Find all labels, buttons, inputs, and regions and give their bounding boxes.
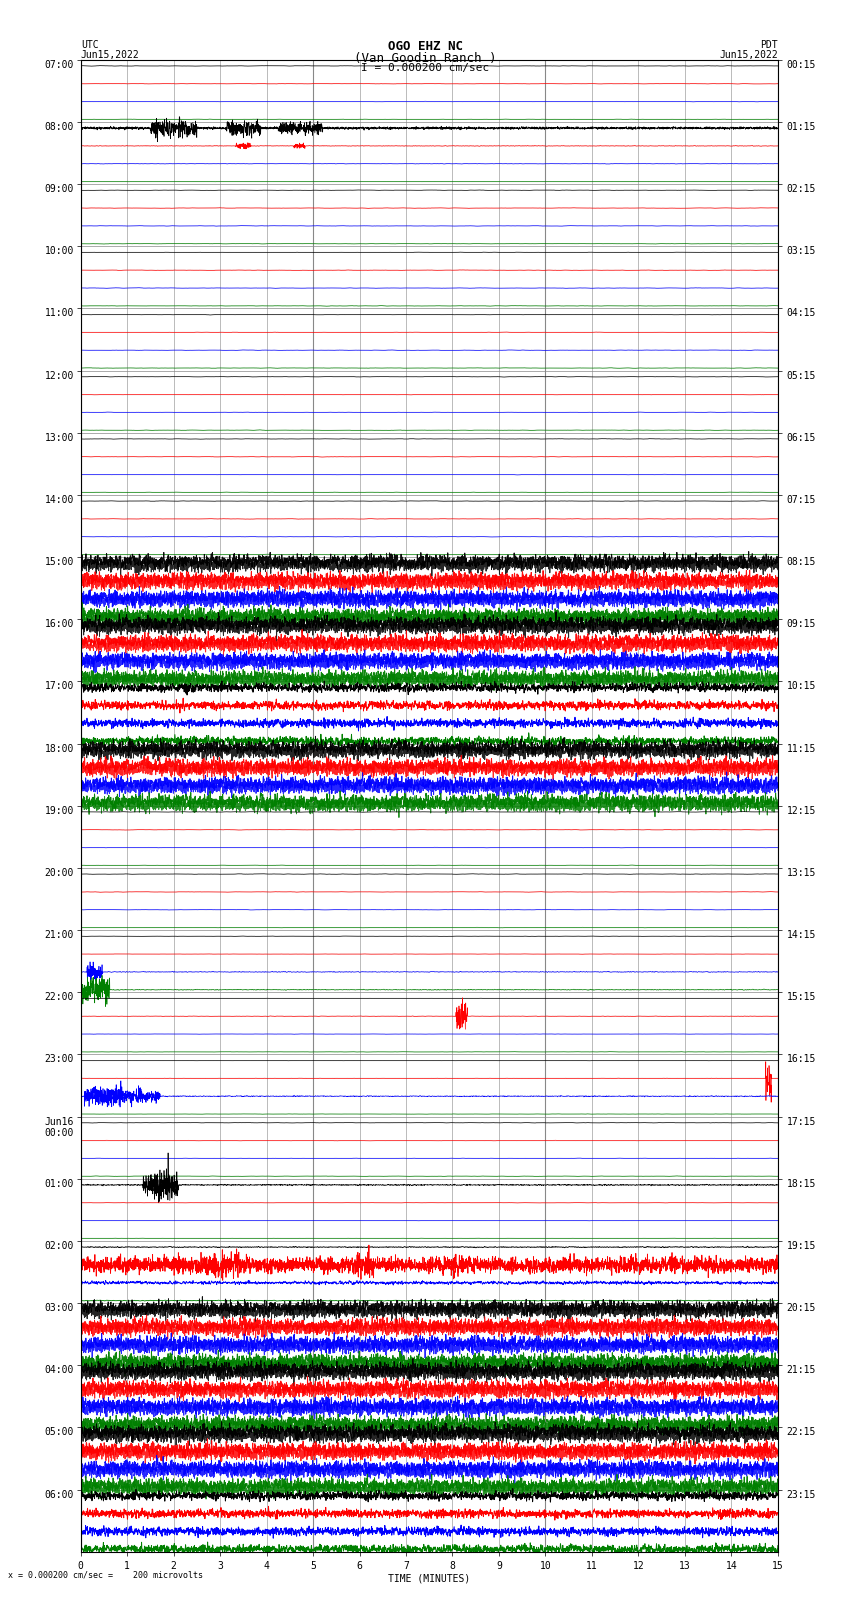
Text: Jun15,2022: Jun15,2022 xyxy=(719,50,778,60)
Text: x = 0.000200 cm/sec =    200 microvolts: x = 0.000200 cm/sec = 200 microvolts xyxy=(8,1571,203,1579)
Text: UTC: UTC xyxy=(81,40,99,50)
Text: OGO EHZ NC: OGO EHZ NC xyxy=(388,40,462,53)
Text: (Van Goodin Ranch ): (Van Goodin Ranch ) xyxy=(354,52,496,65)
Text: Jun15,2022: Jun15,2022 xyxy=(81,50,139,60)
Text: PDT: PDT xyxy=(760,40,778,50)
Text: I = 0.000200 cm/sec: I = 0.000200 cm/sec xyxy=(361,63,489,73)
X-axis label: TIME (MINUTES): TIME (MINUTES) xyxy=(388,1574,470,1584)
